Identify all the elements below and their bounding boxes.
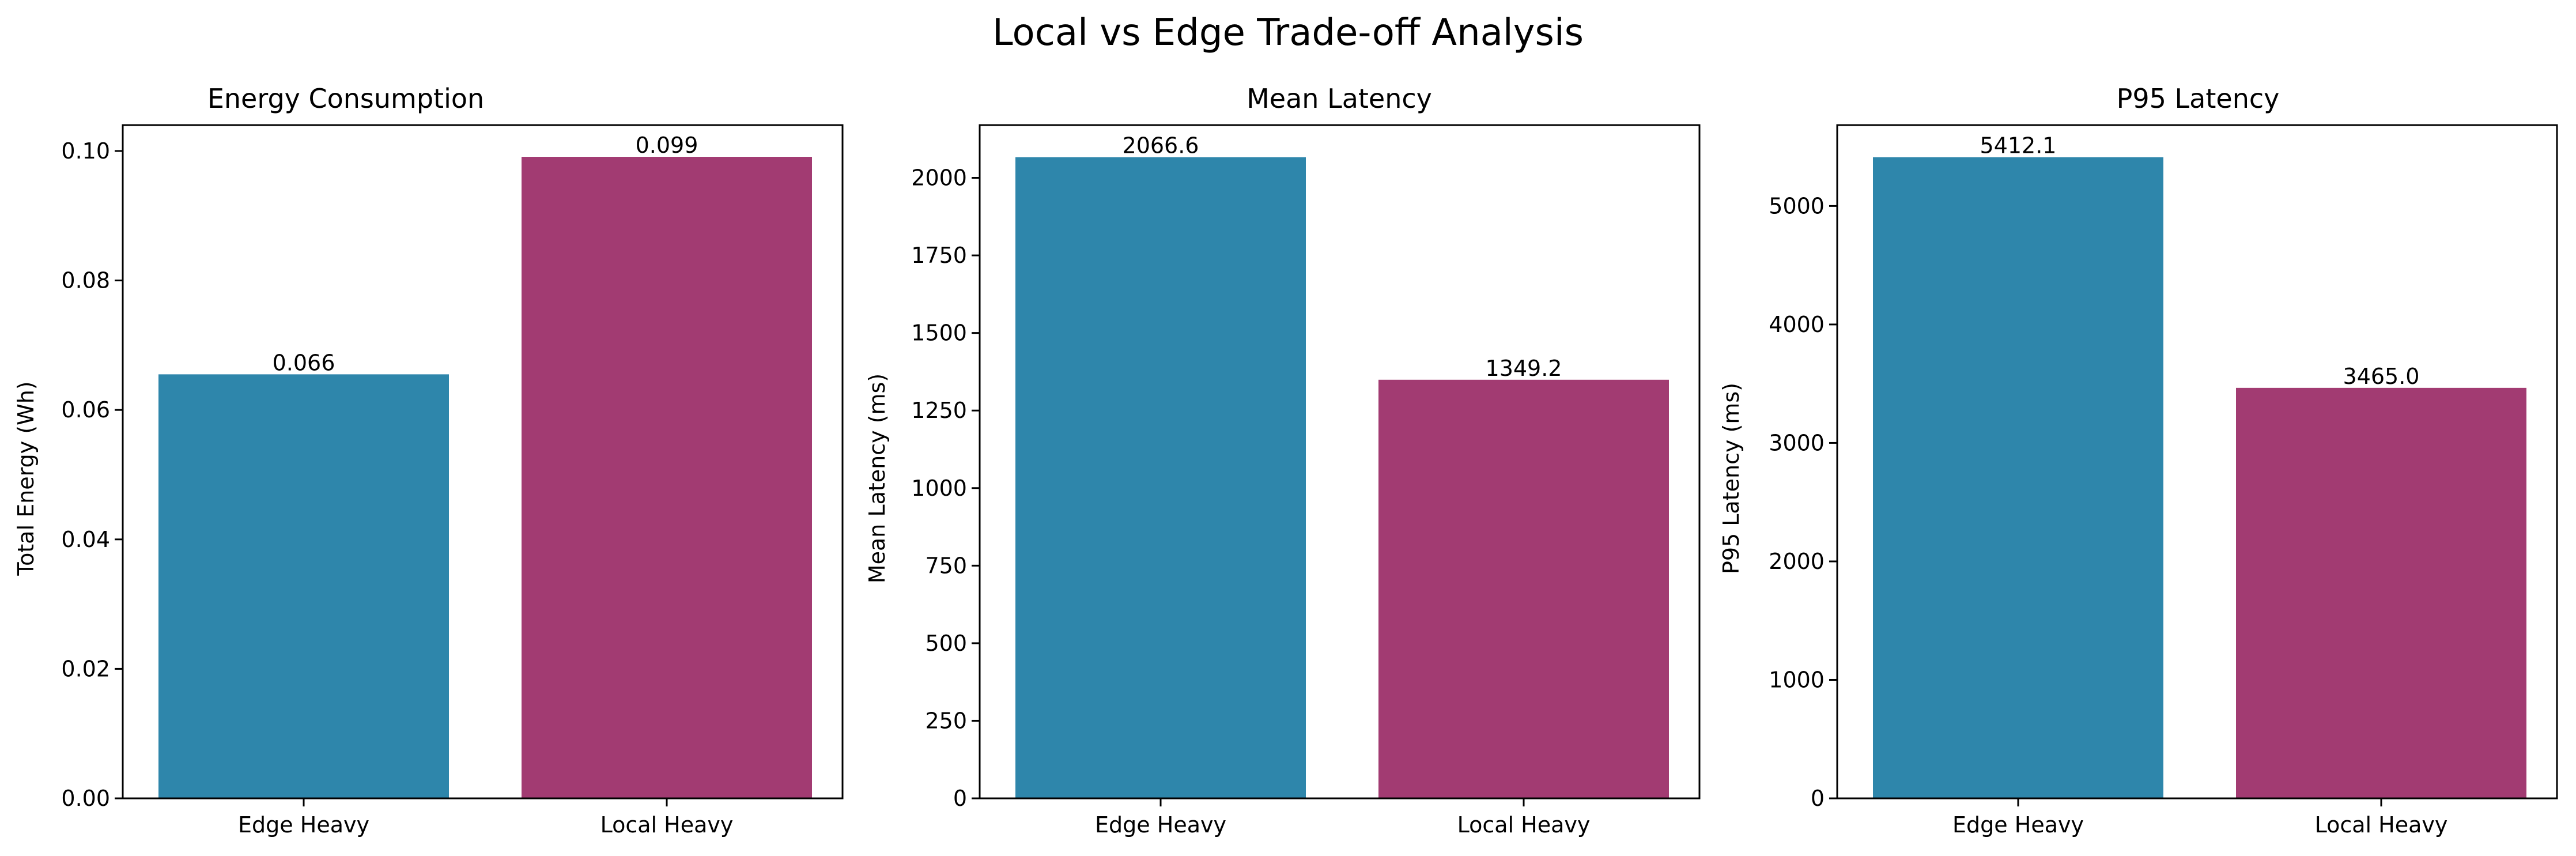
y-tick-label: 250 [925,708,967,733]
bar-local-heavy [2236,387,2526,798]
mean-latency-chart: Mean Latency Mean Latency (ms) 0 250 500 75… [864,83,1701,838]
p95-latency-chart: P95 Latency P95 Latency (ms) 0 1000 2000 30… [1718,83,2558,838]
x-tick-label: Local Heavy [1457,812,1591,838]
y-tick-label: 0.00 [61,786,110,811]
figure-title: Local vs Edge Trade-off Analysis [992,12,1584,54]
y-tick-label: 5000 [1769,193,1825,218]
y-axis-label: Mean Latency (ms) [864,374,890,583]
y-axis-label: Total Energy (Wh) [13,381,39,576]
y-tick-label: 4000 [1769,312,1825,337]
x-tick-label: Local Heavy [600,812,734,838]
chart-title: P95 Latency [2117,83,2280,114]
y-axis-label: P95 Latency (ms) [1718,383,1744,574]
energy-consumption-chart: Energy Consumption Total Energy (Wh) 0.0… [13,83,844,838]
y-tick-label: 1250 [911,398,967,423]
energy-marks: 0.00 0.02 0.04 0.06 0.08 0.10 Edge Heavy 0.066 L… [61,133,812,838]
chart-title: Energy Consumption [207,83,484,114]
y-tick-label: 0 [953,786,967,811]
plot-frame [1836,124,2558,800]
y-tick-label: 0.08 [61,268,110,293]
mean-latency-marks: 0 250 500 750 1000 1250 1500 1750 2000 Edge Heavy… [911,133,1669,838]
y-tick-label: 0 [1811,786,1825,811]
plot-frame [122,124,844,800]
value-label: 2066.6 [1123,133,1199,159]
value-label: 0.099 [636,133,698,158]
y-tick-label: 0.04 [61,527,110,552]
y-tick-label: 0.10 [61,138,110,164]
y-tick-label: 1000 [1769,667,1825,692]
y-tick-label: 3000 [1769,430,1825,455]
value-label: 1349.2 [1486,356,1562,381]
y-tick-label: 2000 [1769,549,1825,574]
bar-edge-heavy [1015,157,1306,799]
x-tick-label: Local Heavy [2315,812,2448,838]
bar-edge-heavy [1873,157,2163,799]
y-tick-label: 1750 [911,243,967,268]
y-tick-label: 0.02 [61,656,110,681]
y-tick-label: 1500 [911,320,967,346]
y-tick-label: 500 [925,631,967,656]
chart-title: Mean Latency [1247,83,1432,114]
bar-local-heavy [522,157,812,798]
bar-edge-heavy [158,374,449,798]
y-tick-label: 2000 [911,165,967,191]
x-tick-label: Edge Heavy [1095,812,1226,838]
value-label: 5412.1 [1980,133,2057,159]
y-tick-label: 1000 [911,476,967,501]
y-tick-label: 750 [925,553,967,578]
plot-frame [979,124,1701,800]
x-tick-label: Edge Heavy [1952,812,2084,838]
p95-latency-marks: 0 1000 2000 3000 4000 5000 Edge Heavy 5412.1 Loc… [1769,133,2526,838]
bar-local-heavy [1378,379,1669,798]
value-label: 0.066 [273,350,335,375]
y-tick-label: 0.06 [61,397,110,423]
x-tick-label: Edge Heavy [238,812,369,838]
value-label: 3465.0 [2343,364,2420,389]
